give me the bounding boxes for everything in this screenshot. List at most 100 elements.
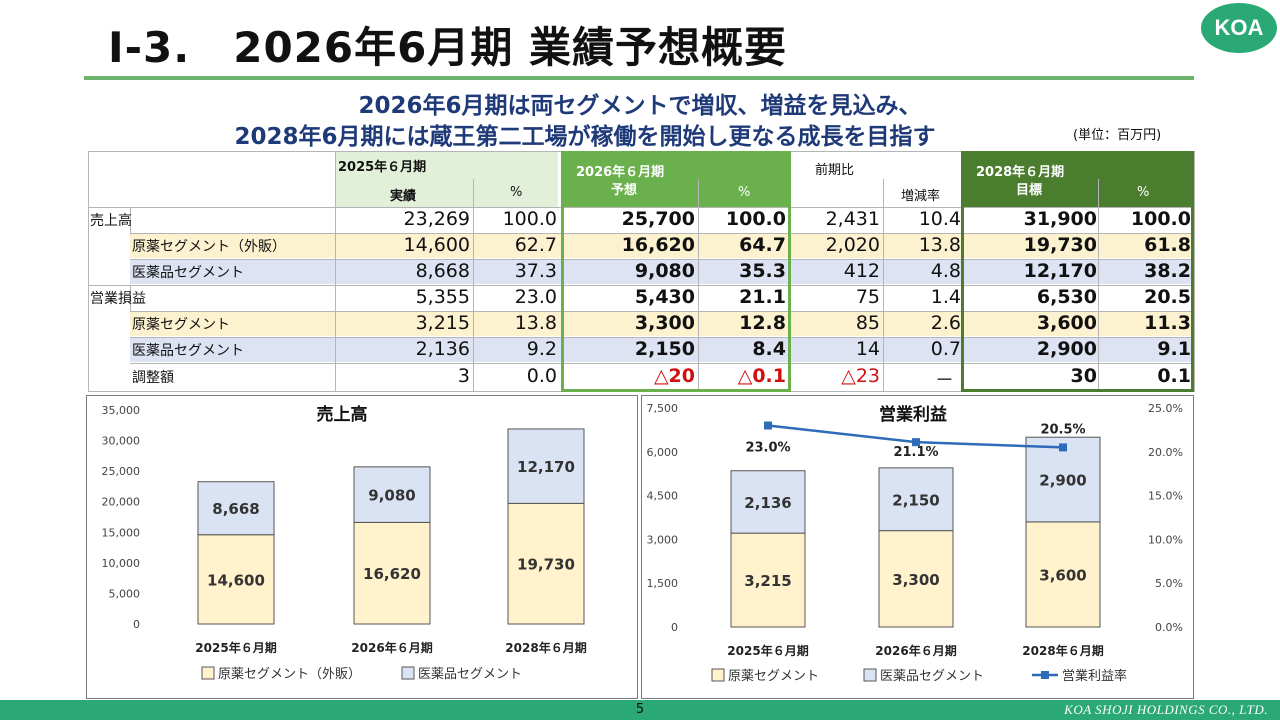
- row-label: 原薬セグメント: [132, 317, 230, 333]
- forecast-pct: 12.8: [739, 312, 786, 334]
- actual-header-bg: [335, 151, 558, 207]
- legend-label: 原薬セグメント: [728, 669, 819, 684]
- legend-swatch: [711, 668, 725, 682]
- yoy-rate: 4.8: [930, 260, 961, 282]
- actual-value: 23,269: [403, 208, 470, 230]
- header-actual-pct: %: [510, 185, 523, 200]
- bar-value-label: 19,730: [517, 556, 575, 574]
- bar-value-label: 3,600: [1039, 566, 1086, 584]
- bar-segment: [1025, 521, 1101, 628]
- y2-tick-label: 5.0%: [1155, 577, 1183, 590]
- margin-value-label: 20.5%: [1040, 422, 1085, 437]
- forecast-value: △20: [653, 365, 695, 387]
- x-tick-label: 2025年６月期: [727, 643, 808, 658]
- bar-value-label: 2,900: [1039, 472, 1086, 490]
- bar-segment: [730, 470, 806, 534]
- subtitle-line2: 2028年6月期には蔵王第二工場が稼働を開始し更なる成長を目指す: [234, 124, 936, 150]
- target-pct: 11.3: [1144, 312, 1191, 334]
- target-pct: 61.8: [1144, 234, 1191, 256]
- yoy-value: 85: [855, 312, 880, 334]
- yoy-rate: 0.7: [930, 338, 961, 360]
- row-label: 売上高: [90, 213, 132, 229]
- header-fy2026: 2026年６月期: [576, 165, 665, 180]
- actual-value: 3,215: [415, 312, 470, 334]
- yoy-rate: 10.4: [918, 208, 961, 230]
- x-tick-label: 2025年６月期: [195, 640, 276, 655]
- yoy-value: 2,020: [825, 234, 880, 256]
- unit-note: (単位：百万円): [1073, 128, 1162, 143]
- target-header-bg: [961, 151, 1194, 207]
- y-tick-label: 25,000: [102, 465, 141, 478]
- actual-value: 8,668: [415, 260, 470, 282]
- target-pct: 100.0: [1130, 208, 1191, 230]
- yoy-rate: 2.6: [930, 312, 961, 334]
- target-value: 19,730: [1023, 234, 1097, 256]
- header-actual: 実績: [390, 189, 417, 204]
- bar-value-label: 3,215: [744, 572, 791, 590]
- profit-chart-panel: 営業利益 0 1,500 3,000 4,500 6,000 7,500 0.0% 5.0% 10…: [641, 395, 1194, 699]
- chart-title: 売上高: [317, 404, 368, 425]
- forecast-pct: 21.1: [739, 286, 786, 308]
- target-value: 3,600: [1036, 312, 1097, 334]
- legend-label: 営業利益率: [1062, 668, 1127, 684]
- company-name: KOA SHOJI HOLDINGS CO., LTD.: [1064, 702, 1268, 717]
- subtitle-line1: 2026年6月期は両セグメントで増収、増益を見込み、: [358, 93, 922, 119]
- row-label: 原薬セグメント（外販）: [132, 239, 286, 255]
- y-tick-label: 0: [671, 621, 678, 634]
- header-forecast-pct: %: [738, 185, 751, 200]
- footer-bar: 5 KOA SHOJI HOLDINGS CO., LTD.: [0, 700, 1280, 720]
- bar-value-label: 3,300: [892, 571, 939, 589]
- row-bg: [130, 234, 1194, 258]
- yoy-rate: 13.8: [918, 234, 961, 256]
- bar-value-label: 14,600: [207, 571, 265, 589]
- y-tick-label: 6,000: [647, 446, 679, 459]
- chart-title: 営業利益: [879, 404, 947, 425]
- legend-swatch: [863, 668, 877, 682]
- row-bg: [130, 312, 1194, 336]
- target-pct: 0.1: [1157, 365, 1191, 387]
- title-divider: [84, 76, 1194, 80]
- forecast-pct: 100.0: [725, 208, 786, 230]
- forecast-value: 25,700: [621, 208, 695, 230]
- forecast-value: 2,150: [634, 338, 695, 360]
- row-bg: [130, 260, 1194, 284]
- bar-segment: [197, 534, 275, 625]
- actual-pct: 9.2: [526, 338, 557, 360]
- y-tick-label: 1,500: [647, 577, 679, 590]
- page-number: 5: [635, 702, 645, 717]
- bar-segment: [197, 481, 275, 536]
- forecast-pct: 64.7: [739, 234, 786, 256]
- row-bg: [130, 338, 1194, 362]
- forecast-header-bg: [561, 151, 791, 207]
- header-forecast: 予想: [611, 183, 638, 198]
- slide-title: Ⅰ-3. 2026年6月期 業績予想概要: [108, 23, 787, 72]
- koa-logo: KOA: [1201, 3, 1277, 53]
- target-value: 12,170: [1023, 260, 1097, 282]
- row-label: 医薬品セグメント: [132, 265, 244, 281]
- bar-value-label: 9,080: [368, 487, 415, 505]
- target-column-frame: [961, 151, 1194, 392]
- y-tick-label: 15,000: [102, 526, 141, 539]
- y-tick-label: 4,500: [647, 490, 679, 503]
- yoy-value: 75: [855, 286, 880, 308]
- y2-tick-label: 15.0%: [1148, 490, 1183, 503]
- legend-swatch: [201, 666, 215, 680]
- forecast-value: 5,430: [634, 286, 695, 308]
- header-target: 目標: [1016, 183, 1043, 198]
- header-fy2028: 2028年６月期: [976, 165, 1065, 180]
- forecast-column-frame: [561, 151, 791, 392]
- target-pct: 20.5: [1144, 286, 1191, 308]
- margin-value-label: 23.0%: [745, 441, 790, 456]
- header-change-rate: 増減率: [901, 189, 941, 204]
- sales-chart: 売上高 0 5,000 10,000 15,000 20,000 25,000 30,000 3…: [102, 404, 587, 682]
- bar-segment: [507, 428, 585, 504]
- margin-value-label: 21.1%: [893, 445, 938, 460]
- y-tick-label: 7,500: [647, 402, 679, 415]
- bar-segment: [730, 532, 806, 628]
- x-tick-label: 2028年６月期: [505, 640, 586, 655]
- y-tick-label: 35,000: [102, 404, 141, 417]
- actual-value: 2,136: [415, 338, 470, 360]
- target-pct: 9.1: [1157, 338, 1191, 360]
- actual-value: 3: [457, 365, 470, 387]
- actual-value: 5,355: [415, 286, 470, 308]
